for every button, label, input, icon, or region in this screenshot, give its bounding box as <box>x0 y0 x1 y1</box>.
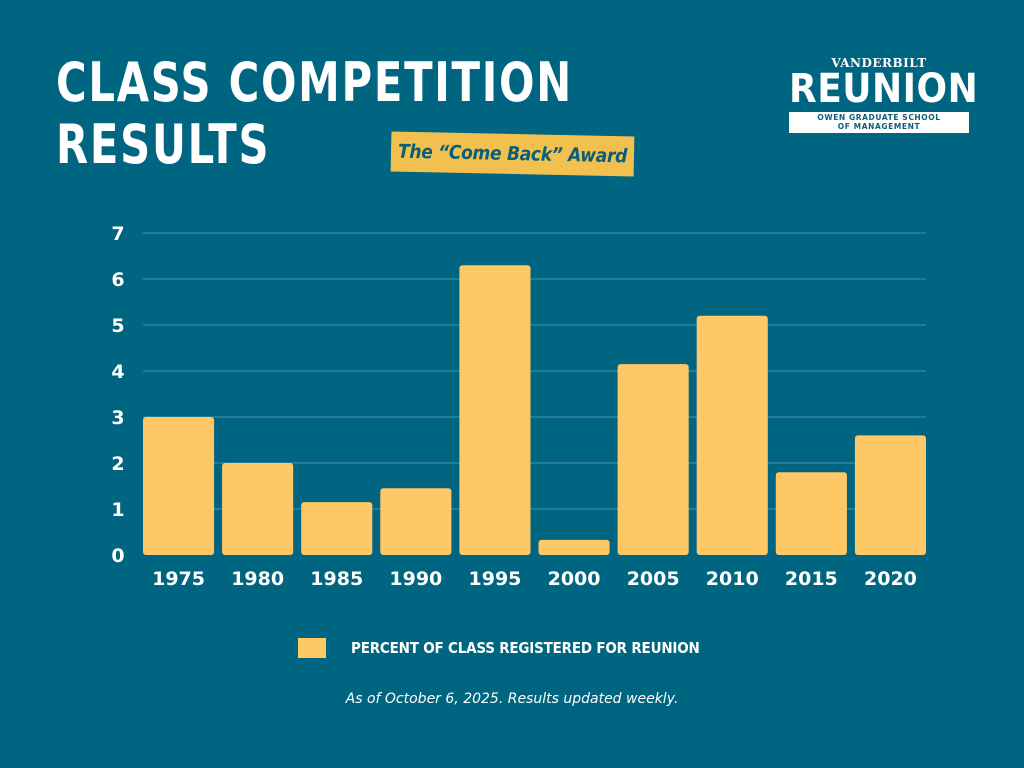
logo-reunion: REUNION <box>789 66 979 112</box>
logo-vanderbilt: VANDERBILT <box>831 56 927 70</box>
x-tick-label: 2015 <box>785 568 838 590</box>
x-tick-label: 1975 <box>152 568 205 590</box>
page-title: CLASS COMPETITION RESULTS <box>56 52 573 176</box>
footnote: As of October 6, 2025. Results updated w… <box>345 691 679 707</box>
y-tick-label: 5 <box>111 315 124 337</box>
logo-subtitle-line-1: OWEN GRADUATE SCHOOL <box>817 113 941 122</box>
x-tick-label: 1990 <box>389 568 442 590</box>
bar-1985 <box>301 502 373 555</box>
bar-2015 <box>775 472 847 555</box>
bar-2000 <box>538 539 610 555</box>
y-tick-label: 6 <box>111 269 124 291</box>
chart-legend: PERCENT OF CLASS REGISTERED FOR REUNION <box>298 638 700 658</box>
reunion-logo: VANDERBILT REUNION OWEN GRADUATE SCHOOL … <box>789 56 979 133</box>
y-tick-label: 4 <box>111 361 124 383</box>
bar-1990 <box>380 488 452 555</box>
x-tick-label: 2000 <box>548 568 601 590</box>
y-tick-label: 0 <box>111 545 124 567</box>
bar-chart: 0 1 2 3 4 5 6 7 1975 1980 1985 1990 1995 2000 2005 2010… <box>111 223 926 590</box>
bar-1995 <box>459 265 531 555</box>
bar-1975 <box>143 417 215 555</box>
x-tick-label: 2005 <box>627 568 680 590</box>
x-tick-label: 1980 <box>231 568 284 590</box>
bar-2010 <box>696 315 768 555</box>
x-tick-label: 1985 <box>310 568 363 590</box>
legend-label: PERCENT OF CLASS REGISTERED FOR REUNION <box>351 639 700 657</box>
y-tick-label: 7 <box>111 223 124 245</box>
title-line-1: CLASS COMPETITION <box>56 51 573 114</box>
logo-subtitle-line-2: OF MANAGEMENT <box>837 121 921 131</box>
y-tick-label: 3 <box>111 407 124 429</box>
x-tick-label: 2010 <box>706 568 759 590</box>
logo-subtitle: OWEN GRADUATE SCHOOL OF MANAGEMENT <box>789 112 969 133</box>
y-tick-label: 1 <box>111 499 124 521</box>
x-tick-label: 2020 <box>864 568 917 590</box>
bar-2020 <box>854 435 926 555</box>
legend-swatch <box>298 638 326 658</box>
y-tick-label: 2 <box>111 453 124 475</box>
x-tick-label: 1995 <box>469 568 522 590</box>
bar-2005 <box>617 364 689 555</box>
bar-1980 <box>222 463 294 555</box>
title-line-2: RESULTS <box>56 113 271 176</box>
